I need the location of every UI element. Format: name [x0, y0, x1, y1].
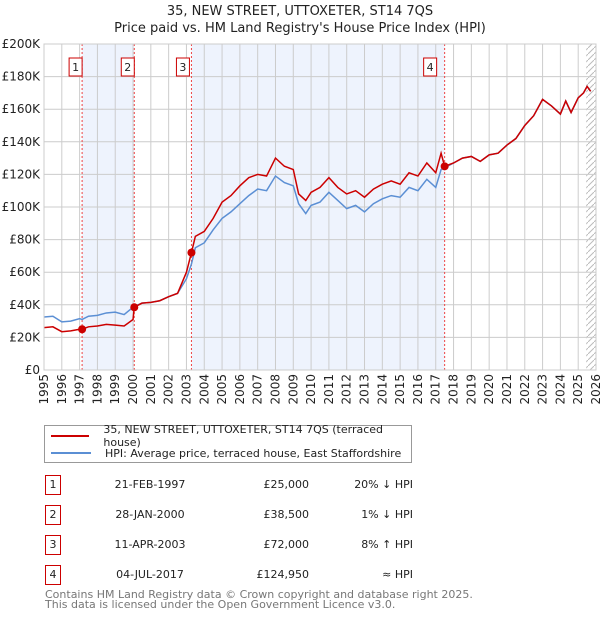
- sale-marker-label: 1: [72, 61, 79, 74]
- sale-marker-box: [175, 57, 190, 77]
- x-tick-label: 1999: [108, 374, 122, 405]
- sale-hpi-diff: 20% ↓ HPI: [354, 478, 413, 491]
- x-tick-label: 2024: [553, 374, 567, 405]
- x-tick-label: 2015: [393, 374, 407, 405]
- plot-border: [43, 43, 597, 371]
- sale-point: [78, 325, 87, 334]
- sale-marker-box: [423, 57, 438, 77]
- sale-hpi-diff: 8% ↑ HPI: [361, 538, 413, 551]
- x-tick-label: 1998: [90, 374, 104, 405]
- sale-marker-box: [68, 57, 83, 77]
- x-tick-label: 2002: [162, 374, 176, 405]
- x-tick-label: 2020: [482, 374, 496, 405]
- y-tick-label: £120K: [2, 167, 42, 181]
- table-row: 4 04-JUL-2017 £124,950 ≈ HPI: [45, 565, 413, 585]
- y-tick-label: £0: [25, 363, 40, 377]
- sale-price: £72,000: [263, 538, 310, 551]
- x-tick-label: 2017: [429, 374, 443, 405]
- y-tick-label: £20K: [9, 330, 41, 344]
- sale-number-badge: 1: [45, 475, 61, 495]
- footer: Contains HM Land Registry data © Crown c…: [45, 588, 473, 611]
- x-tick-label: 2022: [518, 374, 532, 405]
- x-tick-label: 2019: [464, 374, 478, 405]
- sale-point: [440, 162, 449, 171]
- x-tick-label: 2007: [251, 374, 265, 405]
- sale-point: [130, 303, 139, 312]
- legend: 35, NEW STREET, UTTOXETER, ST14 7QS (ter…: [44, 423, 412, 463]
- x-tick-label: 1996: [55, 374, 69, 405]
- sale-date: 11-APR-2003: [114, 538, 186, 551]
- x-tick-label: 2025: [571, 374, 585, 405]
- footer-line-2: This data is licensed under the Open Gov…: [45, 598, 396, 611]
- sale-price: £38,500: [263, 508, 310, 521]
- chart-subtitle: Price paid vs. HM Land Registry's House …: [114, 21, 486, 36]
- x-tick-label: 2004: [197, 374, 211, 405]
- y-tick-label: £200K: [2, 37, 42, 51]
- x-tick-label: 2008: [268, 374, 282, 405]
- sale-point: [187, 248, 196, 257]
- sale-date: 28-JAN-2000: [115, 508, 185, 521]
- table-row: 3 11-APR-2003 £72,000 8% ↑ HPI: [45, 535, 413, 555]
- sale-date: 04-JUL-2017: [116, 568, 184, 581]
- x-tick-label: 2001: [144, 374, 158, 405]
- x-tick-label: 2013: [358, 374, 372, 405]
- sale-hpi-diff: 1% ↓ HPI: [361, 508, 413, 521]
- plot-area: 1995 1996 1997 1998 1999 2000 2001 2002 2003 2004…: [2, 37, 600, 405]
- sale-number-badge: 4: [45, 565, 61, 585]
- sale-date: 21-FEB-1997: [114, 478, 186, 491]
- y-tick-label: £60K: [9, 265, 41, 279]
- x-tick-label: 1995: [37, 374, 51, 405]
- x-tick-label: 2016: [411, 374, 425, 405]
- x-tick-label: 2000: [126, 374, 140, 405]
- sale-marker-label: 4: [427, 61, 434, 74]
- x-tick-label: 2003: [179, 374, 193, 405]
- legend-label-hpi: HPI: Average price, terraced house, East…: [105, 446, 402, 460]
- x-tick-label: 2009: [286, 374, 300, 405]
- legend-label-property: 35, NEW STREET, UTTOXETER, ST14 7QS (ter…: [103, 423, 384, 449]
- y-tick-label: £140K: [2, 135, 42, 149]
- sale-number-badge: 3: [45, 535, 61, 555]
- x-tick-label: 2023: [536, 374, 550, 405]
- sale-marker-label: 3: [179, 61, 186, 74]
- y-tick-label: £100K: [2, 200, 42, 214]
- x-tick-label: 1997: [73, 374, 87, 405]
- sale-price: £124,950: [256, 568, 310, 581]
- legend-swatch-property: [51, 435, 90, 437]
- x-tick-label: 2012: [340, 374, 354, 405]
- table-row: 1 21-FEB-1997 £25,000 20% ↓ HPI: [45, 475, 413, 495]
- x-tick-label: 2026: [589, 374, 600, 405]
- legend-swatch-hpi: [51, 452, 91, 454]
- property-price-line: [43, 84, 592, 333]
- y-tick-label: £80K: [9, 233, 41, 247]
- table-row: 2 28-JAN-2000 £38,500 1% ↓ HPI: [45, 505, 413, 525]
- sale-number-badge: 2: [45, 505, 61, 525]
- x-tick-label: 2006: [233, 374, 247, 405]
- y-tick-label: £180K: [2, 70, 42, 84]
- x-tick-label: 2014: [375, 374, 389, 405]
- sale-marker-label: 2: [124, 61, 131, 74]
- x-tick-label: 2005: [215, 374, 229, 405]
- x-tick-label: 2021: [500, 374, 514, 405]
- y-tick-label: £40K: [9, 298, 41, 312]
- sale-marker-box: [120, 57, 135, 77]
- footer-line-1: Contains HM Land Registry data © Crown c…: [45, 588, 473, 601]
- sale-price: £25,000: [263, 478, 310, 491]
- x-tick-label: 2018: [447, 374, 461, 405]
- x-tick-label: 2010: [304, 374, 318, 405]
- sale-hpi-diff: ≈ HPI: [382, 568, 413, 581]
- x-tick-label: 2011: [322, 374, 336, 405]
- y-tick-label: £160K: [2, 102, 42, 116]
- chart-title: 35, NEW STREET, UTTOXETER, ST14 7QS: [166, 4, 434, 19]
